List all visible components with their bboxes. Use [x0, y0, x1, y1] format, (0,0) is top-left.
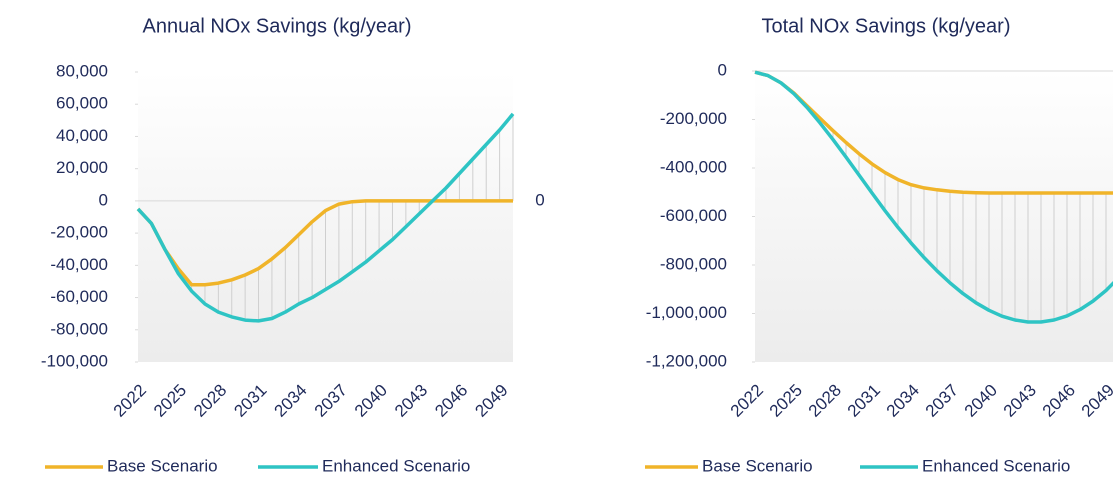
legend-label: Enhanced Scenario	[922, 456, 1070, 475]
x-tick-label: 2046	[431, 381, 471, 421]
x-tick-label: 2040	[961, 381, 1001, 421]
y-tick-label: -40,000	[50, 255, 108, 274]
x-tick-label: 2031	[844, 381, 884, 421]
series-line	[754, 70, 1113, 324]
x-tick-label: 2025	[766, 381, 806, 421]
y-tick-label: 0	[718, 60, 727, 79]
y-tick-label: -200,000	[660, 109, 727, 128]
chart-title: Annual NOx Savings (kg/year)	[142, 15, 411, 37]
y-tick-label: 20,000	[56, 158, 108, 177]
plot-background	[755, 71, 1113, 362]
y-tick-label: -80,000	[50, 319, 108, 338]
x-tick-label: 2049	[471, 381, 511, 421]
legend-label: Enhanced Scenario	[322, 456, 470, 475]
y-tick-label: -1,000,000	[646, 303, 727, 322]
y-tick-label: -20,000	[50, 223, 108, 242]
y-tick-label: 0	[99, 190, 108, 209]
x-tick-label: 2043	[391, 381, 431, 421]
y-tick-label: 40,000	[56, 126, 108, 145]
x-tick-label: 2022	[110, 381, 150, 421]
chart-title: Total NOx Savings (kg/year)	[762, 15, 1011, 37]
y-tick-label: -400,000	[660, 157, 727, 176]
x-tick-label: 2043	[1000, 381, 1040, 421]
x-tick-label: 2025	[150, 381, 190, 421]
y-tick-label: 80,000	[56, 61, 108, 80]
series-line	[754, 70, 1113, 195]
x-tick-label: 2046	[1039, 381, 1079, 421]
y-tick-label: 60,000	[56, 94, 108, 113]
x-tick-label: 2049	[1078, 381, 1113, 421]
legend-label: Base Scenario	[702, 456, 813, 475]
legend-label: Base Scenario	[107, 456, 218, 475]
y2-tick-label: 0	[535, 190, 544, 209]
x-tick-label: 2028	[190, 381, 230, 421]
x-tick-label: 2034	[883, 381, 923, 421]
x-tick-label: 2022	[727, 381, 767, 421]
y-tick-label: -600,000	[660, 206, 727, 225]
series-line	[136, 112, 515, 323]
x-tick-label: 2040	[351, 381, 391, 421]
y-tick-label: -60,000	[50, 287, 108, 306]
x-tick-label: 2031	[230, 381, 270, 421]
x-tick-label: 2034	[271, 381, 311, 421]
x-tick-label: 2037	[311, 381, 351, 421]
y-tick-label: -100,000	[41, 351, 108, 370]
series-line	[136, 199, 513, 287]
x-tick-label: 2037	[922, 381, 962, 421]
y-tick-label: -1,200,000	[646, 351, 727, 370]
y-tick-label: -800,000	[660, 254, 727, 273]
x-tick-label: 2028	[805, 381, 845, 421]
